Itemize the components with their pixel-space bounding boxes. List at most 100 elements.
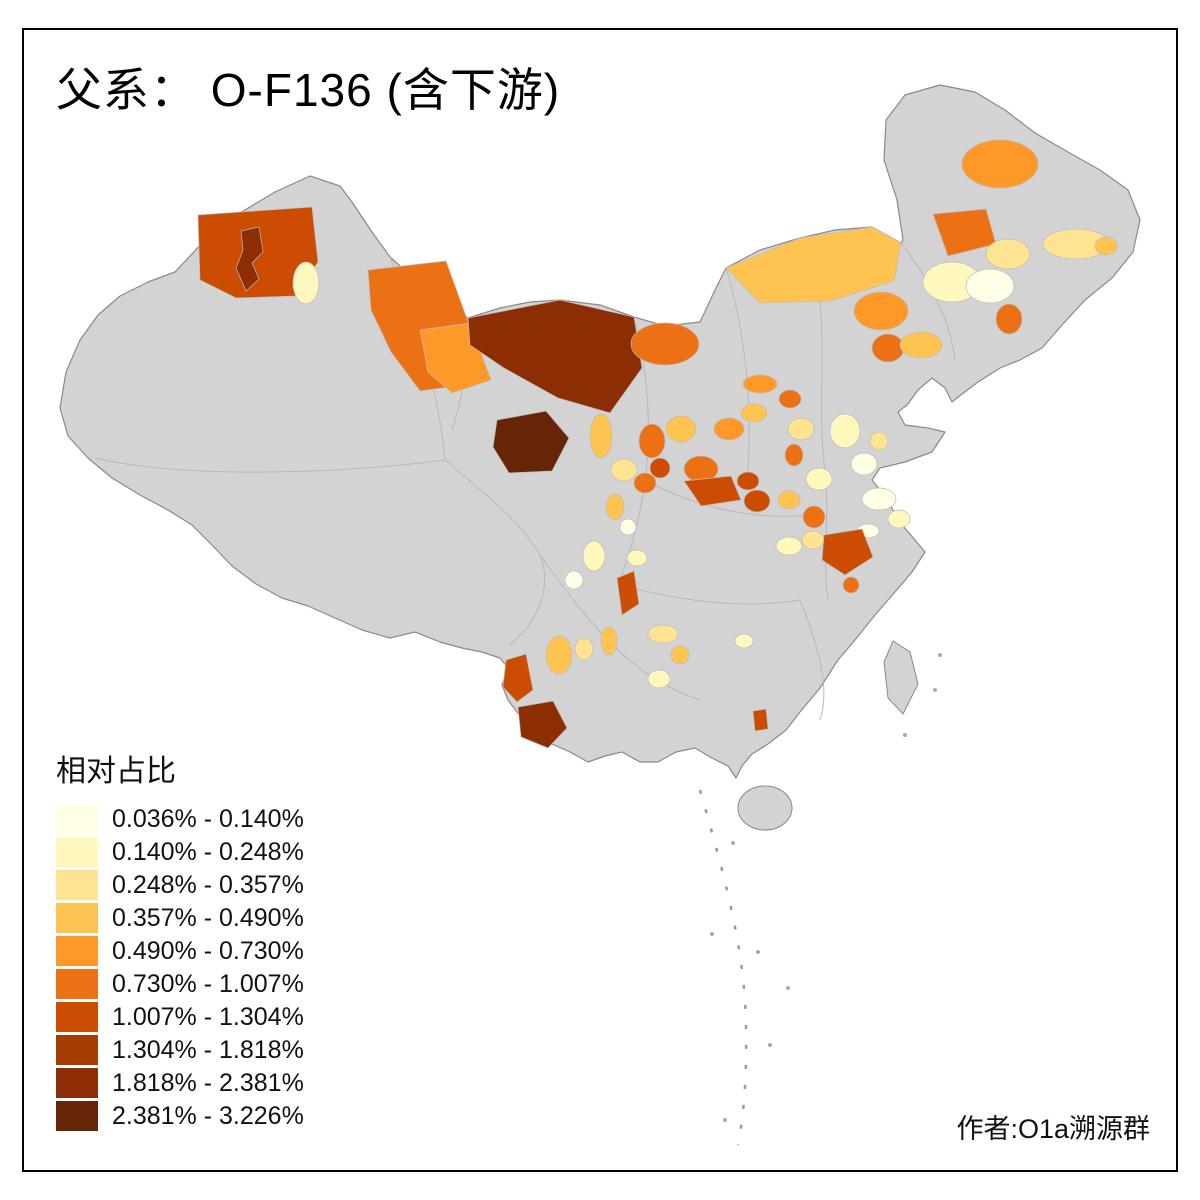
map-region	[850, 452, 878, 476]
legend-rows: 0.036% - 0.140% 0.140% - 0.248% 0.248% - 0…	[56, 804, 304, 1131]
map-region	[610, 458, 638, 482]
legend-label: 0.036% - 0.140%	[112, 804, 304, 833]
map-region	[517, 700, 568, 749]
nine-dash-line	[698, 789, 748, 1146]
map-region	[752, 708, 769, 732]
map-region	[649, 457, 671, 479]
map-region	[638, 423, 666, 459]
map-region	[742, 374, 778, 394]
legend-item: 2.381% - 3.226%	[56, 1101, 304, 1131]
choropleth-regions	[197, 139, 1118, 749]
map-region	[869, 431, 889, 451]
map-region	[778, 389, 802, 409]
map-region	[802, 505, 826, 529]
hainan-island	[737, 785, 793, 831]
legend-item: 0.036% - 0.140%	[56, 804, 304, 834]
legend-label: 0.248% - 0.357%	[112, 870, 304, 899]
legend-swatch	[56, 804, 98, 834]
legend-swatch	[56, 969, 98, 999]
map-region	[787, 417, 815, 441]
map-region	[713, 417, 745, 441]
map-region	[736, 471, 760, 491]
map-region	[616, 570, 640, 616]
province-borders	[94, 242, 956, 721]
legend-swatch	[56, 1002, 98, 1032]
map-region	[777, 490, 801, 510]
map-region	[734, 633, 754, 649]
map-region	[626, 549, 648, 567]
legend-label: 0.140% - 0.248%	[112, 837, 304, 866]
legend: 相对占比 0.036% - 0.140% 0.140% - 0.248% 0.248…	[56, 746, 304, 1134]
map-region	[784, 443, 804, 467]
legend-item: 1.818% - 2.381%	[56, 1068, 304, 1098]
map-region	[545, 635, 573, 675]
author-credit: 作者:O1a溯源群	[956, 1114, 1150, 1144]
legend-swatch	[56, 1068, 98, 1098]
figure-frame: 父系： O-F136 (含下游) 相对占比 0.036% - 0.140% 0.1…	[22, 28, 1178, 1172]
map-region	[492, 410, 570, 474]
islet-dots	[710, 653, 942, 1122]
legend-item: 0.490% - 0.730%	[56, 936, 304, 966]
legend-label: 0.357% - 0.490%	[112, 903, 304, 932]
map-region	[899, 331, 943, 359]
map-region	[821, 528, 874, 576]
map-region	[805, 467, 833, 491]
map-region	[647, 669, 671, 689]
legend-swatch	[56, 903, 98, 933]
legend-label: 1.818% - 2.381%	[112, 1068, 304, 1097]
map-region	[670, 645, 690, 665]
taiwan-island	[883, 640, 919, 715]
map-region	[871, 333, 905, 363]
map-region	[630, 322, 700, 366]
page-title: 父系： O-F136 (含下游)	[56, 64, 561, 116]
legend-item: 1.304% - 1.818%	[56, 1035, 304, 1065]
map-region	[853, 291, 909, 331]
map-region	[582, 540, 606, 572]
map-region	[600, 626, 618, 656]
legend-item: 0.140% - 0.248%	[56, 837, 304, 867]
map-region	[633, 472, 657, 494]
legend-label: 1.304% - 1.818%	[112, 1035, 304, 1064]
map-region	[605, 493, 625, 521]
legend-item: 1.007% - 1.304%	[56, 1002, 304, 1032]
map-region	[861, 487, 897, 511]
legend-item: 0.730% - 1.007%	[56, 969, 304, 999]
map-region	[647, 624, 679, 644]
map-region	[887, 509, 911, 529]
legend-swatch	[56, 1101, 98, 1131]
legend-title: 相对占比	[56, 755, 176, 788]
map-region	[985, 238, 1031, 270]
legend-swatch	[56, 936, 98, 966]
map-region	[589, 413, 613, 459]
map-region	[801, 530, 825, 550]
map-region	[467, 299, 643, 414]
map-region	[961, 139, 1039, 189]
legend-swatch	[56, 837, 98, 867]
map-region	[842, 576, 860, 594]
legend-swatch	[56, 870, 98, 900]
legend-label: 2.381% - 3.226%	[112, 1101, 304, 1130]
map-region	[574, 637, 594, 661]
legend-swatch	[56, 1035, 98, 1065]
legend-item: 0.357% - 0.490%	[56, 903, 304, 933]
map-region	[1094, 236, 1118, 256]
legend-label: 0.730% - 1.007%	[112, 969, 304, 998]
map-region	[995, 303, 1023, 335]
map-region	[740, 403, 768, 423]
map-region	[564, 570, 584, 590]
map-region	[502, 653, 534, 703]
map-region	[725, 226, 902, 304]
legend-item: 0.248% - 0.357%	[56, 870, 304, 900]
map-region	[235, 226, 264, 292]
map-region	[683, 475, 742, 507]
map-region	[743, 489, 771, 513]
china-map	[59, 84, 1141, 1146]
legend-label: 1.007% - 1.304%	[112, 1002, 304, 1031]
map-region	[829, 413, 861, 449]
map-region	[665, 415, 697, 443]
map-region	[292, 261, 320, 305]
map-region	[619, 518, 637, 536]
map-region	[775, 536, 803, 556]
legend-label: 0.490% - 0.730%	[112, 936, 304, 965]
